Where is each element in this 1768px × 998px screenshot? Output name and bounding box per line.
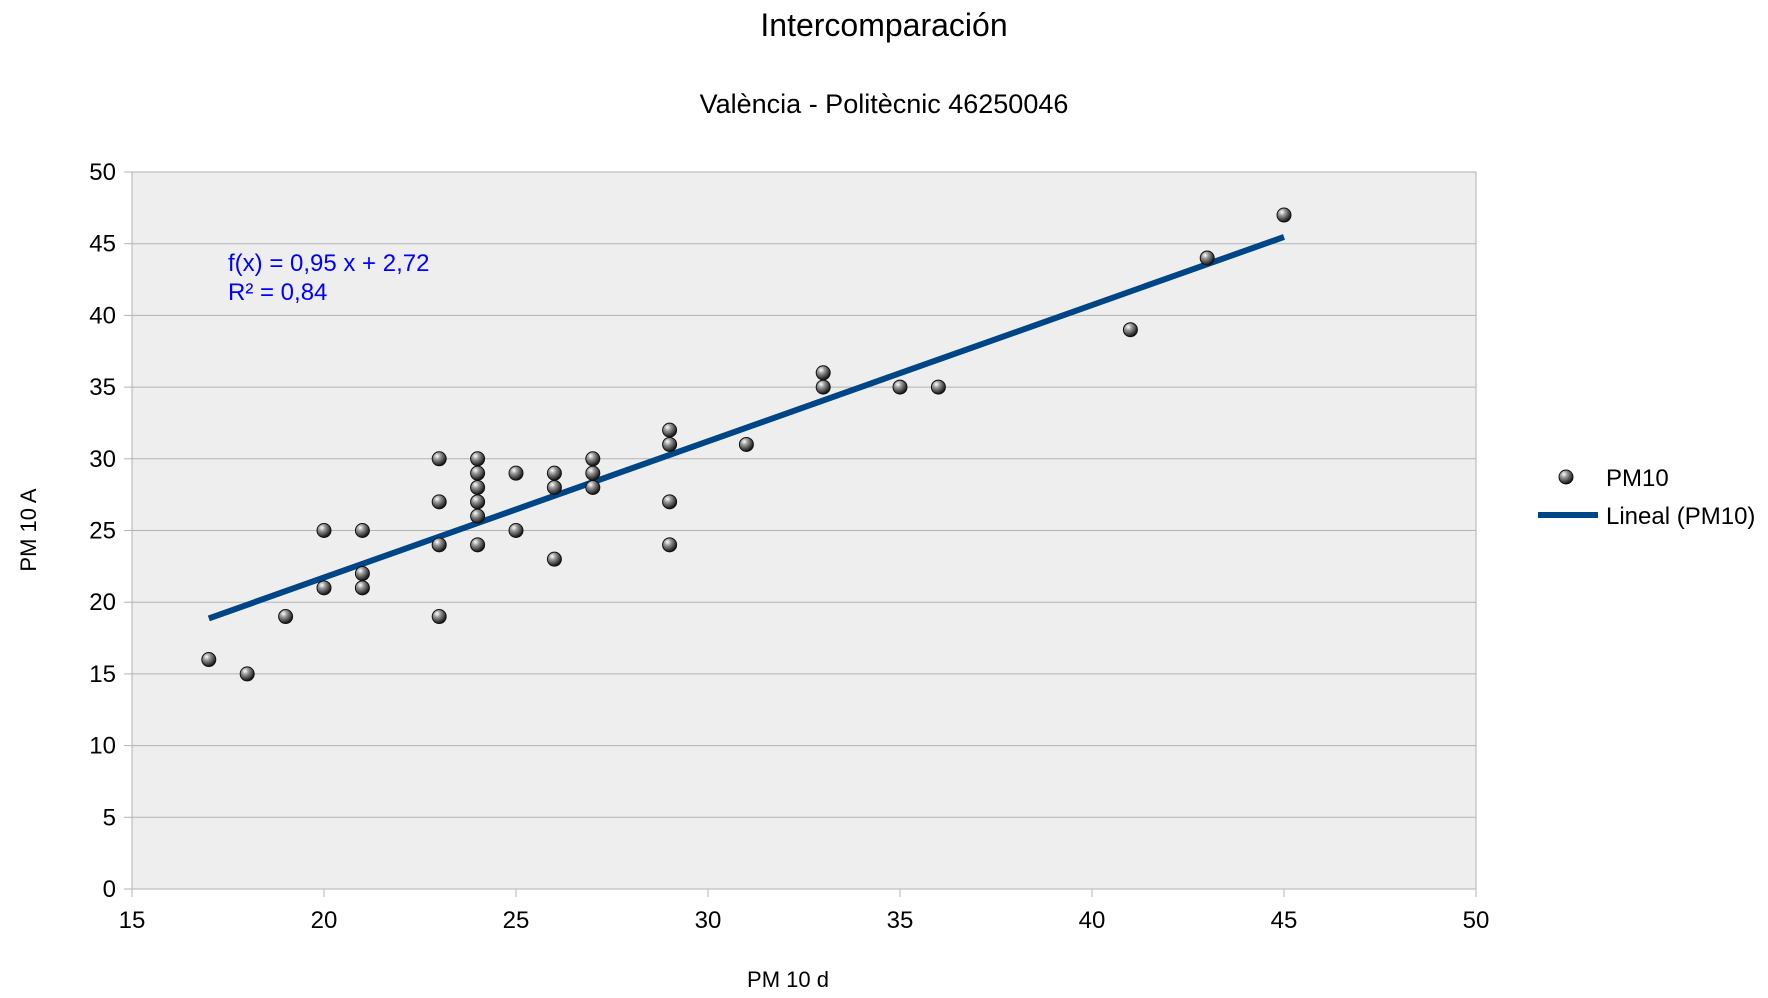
x-tick-label: 45 xyxy=(1271,907,1298,934)
data-point xyxy=(738,436,754,452)
data-point xyxy=(470,451,486,467)
data-point xyxy=(1199,250,1215,266)
y-tick-label: 40 xyxy=(89,302,116,329)
data-point xyxy=(930,379,946,395)
y-tick-label: 10 xyxy=(89,733,116,760)
data-point xyxy=(508,465,524,481)
y-tick-label: 35 xyxy=(89,374,116,401)
y-tick-label: 25 xyxy=(89,518,116,545)
x-tick-label: 20 xyxy=(311,907,338,934)
points-layer xyxy=(201,207,1292,682)
data-point xyxy=(431,494,447,510)
legend-label-trendline: Lineal (PM10) xyxy=(1606,503,1755,530)
x-tick-label: 40 xyxy=(1079,907,1106,934)
x-tick-label: 15 xyxy=(119,907,146,934)
y-tick-label: 0 xyxy=(103,876,116,903)
data-point xyxy=(546,479,562,495)
data-point xyxy=(585,479,601,495)
data-point xyxy=(662,537,678,553)
trendline-r-squared: R² = 0,84 xyxy=(228,279,327,306)
data-point xyxy=(546,551,562,567)
data-point xyxy=(316,580,332,596)
y-tick-label: 30 xyxy=(89,446,116,473)
data-point xyxy=(1122,322,1138,338)
data-point xyxy=(470,537,486,553)
legend: PM10 Lineal (PM10) xyxy=(1538,465,1755,530)
data-point xyxy=(278,609,294,625)
y-tick-label: 5 xyxy=(103,804,116,831)
data-point xyxy=(815,379,831,395)
legend-item-trendline: Lineal (PM10) xyxy=(1538,503,1755,530)
data-point xyxy=(815,365,831,381)
y-tick-label: 15 xyxy=(89,661,116,688)
data-point xyxy=(201,652,217,668)
data-point xyxy=(508,523,524,538)
data-point xyxy=(239,666,255,682)
data-point xyxy=(470,494,486,510)
y-axis-label: PM 10 A xyxy=(16,488,41,571)
trendline-equation: f(x) = 0,95 x + 2,72 xyxy=(228,250,429,277)
data-point xyxy=(546,465,562,481)
legend-item-pm10: PM10 xyxy=(1558,465,1669,492)
data-point xyxy=(892,379,908,395)
data-point xyxy=(662,436,678,452)
data-point xyxy=(354,566,370,582)
y-tick-label: 50 xyxy=(89,159,116,186)
chart-title: Intercomparación xyxy=(760,7,1007,43)
data-point xyxy=(431,609,447,625)
legend-marker-pm10 xyxy=(1558,469,1574,485)
y-tick-label: 45 xyxy=(89,231,116,258)
data-point xyxy=(1276,207,1292,223)
data-point xyxy=(662,494,678,510)
x-tick-label: 35 xyxy=(887,907,914,934)
data-point xyxy=(470,479,486,495)
x-tick-label: 25 xyxy=(503,907,530,934)
grid-lines xyxy=(132,243,1476,818)
x-tick-label: 30 xyxy=(695,907,722,934)
data-point xyxy=(354,580,370,596)
data-point xyxy=(354,523,370,538)
x-axis-label: PM 10 d xyxy=(747,967,829,992)
trendline xyxy=(207,234,1286,622)
data-point xyxy=(431,451,447,467)
chart-subtitle: València - Politècnic 46250046 xyxy=(700,89,1069,119)
data-point xyxy=(585,465,601,481)
x-tick-label: 50 xyxy=(1463,907,1490,934)
data-point xyxy=(585,451,601,467)
legend-label-pm10: PM10 xyxy=(1606,465,1669,492)
axes: 0 5 10 15 20 25 30 35 40 45 50 15 20 25 30 35 40 45 50 xyxy=(89,159,1489,934)
data-point xyxy=(316,523,332,538)
y-tick-label: 20 xyxy=(89,589,116,616)
data-point xyxy=(662,422,678,438)
trendline-layer xyxy=(207,234,1286,622)
data-point xyxy=(470,465,486,481)
data-point xyxy=(470,508,486,524)
data-point xyxy=(431,537,447,553)
